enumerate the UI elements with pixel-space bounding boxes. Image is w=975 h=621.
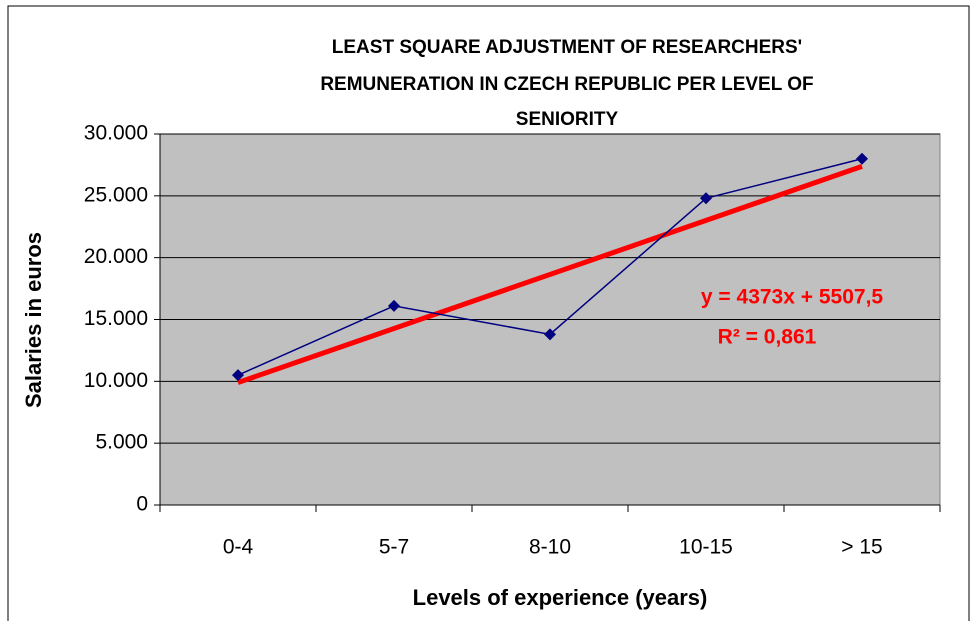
x-tick-label: 0-4 — [223, 536, 254, 559]
annotation: y = 4373x + 5507,5 — [701, 286, 883, 309]
x-tick-label: > 15 — [841, 536, 882, 559]
trendline — [237, 164, 863, 385]
data-point — [700, 192, 712, 205]
annotation: R² = 0,861 — [718, 326, 817, 349]
y-tick-label: 0 — [136, 493, 148, 516]
y-tick-label: 5.000 — [95, 431, 148, 454]
x-tick-label: 8-10 — [529, 536, 571, 559]
chart-title: SENIORITY — [516, 109, 619, 130]
data-point — [388, 299, 400, 312]
x-tick-label: 10-15 — [679, 536, 733, 559]
data-point — [544, 328, 556, 341]
y-tick-label: 20.000 — [84, 245, 148, 268]
data-point — [856, 152, 868, 165]
data-point — [232, 369, 244, 382]
x-axis-title: Levels of experience (years) — [413, 585, 708, 610]
chart-title: REMUNERATION IN CZECH REPUBLIC PER LEVEL… — [320, 74, 813, 95]
y-tick-label: 10.000 — [84, 369, 148, 392]
y-tick-label: 30.000 — [84, 122, 148, 145]
chart-title: LEAST SQUARE ADJUSTMENT OF RESEARCHERS' — [332, 37, 802, 58]
y-axis-title: Salaries in euros — [21, 232, 46, 408]
y-tick-label: 25.000 — [84, 183, 148, 206]
y-tick-label: 15.000 — [84, 307, 148, 330]
x-tick-label: 5-7 — [379, 536, 409, 559]
